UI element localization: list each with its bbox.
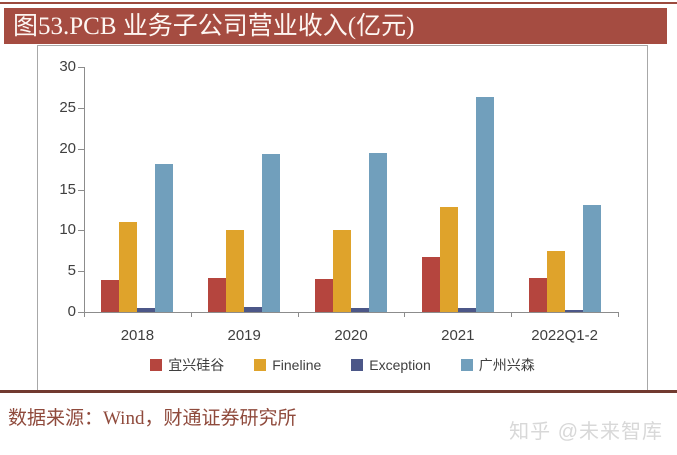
x-axis-label: 2022Q1-2 — [531, 327, 598, 344]
x-axis-tick — [404, 312, 405, 317]
bar-宜兴硅谷-2018 — [101, 280, 119, 312]
legend-swatch-icon — [254, 359, 267, 371]
bar-Exception-2019 — [244, 307, 262, 312]
y-axis-tick-label: 5 — [67, 262, 76, 280]
y-axis-tick-label: 0 — [67, 303, 76, 320]
bar-Exception-2021 — [458, 308, 476, 312]
x-axis-tick — [191, 312, 192, 317]
legend-item-Exception: Exception — [351, 357, 431, 373]
legend-label: Fineline — [272, 357, 322, 373]
bar-广州兴森-2021 — [476, 97, 494, 312]
bar-Fineline-2021 — [440, 207, 458, 312]
y-axis-tick — [78, 148, 84, 150]
legend-item-Fineline: Fineline — [254, 357, 321, 373]
bar-Fineline-2020 — [333, 230, 351, 312]
x-axis-tick — [618, 312, 619, 317]
y-axis-tick-label: 20 — [59, 139, 76, 157]
legend-swatch-icon — [460, 359, 473, 371]
y-axis-tick — [78, 67, 84, 68]
bar-宜兴硅谷-2020 — [315, 279, 333, 312]
x-axis-tick — [298, 312, 299, 317]
chart-area: 宜兴硅谷 Fineline Exception 广州兴森 0 5 10 15 20 25 30 20… — [37, 45, 648, 391]
figure-title-bar: 图53.PCB 业务子公司营业收入(亿元) — [4, 8, 667, 44]
x-axis-tick — [511, 312, 512, 317]
bar-广州兴森-2019 — [262, 154, 280, 312]
legend-swatch-icon — [351, 359, 364, 371]
y-axis-tick — [78, 271, 84, 273]
x-axis-line — [84, 312, 618, 313]
legend-swatch-icon — [150, 359, 163, 371]
legend-item-宜兴硅谷: 宜兴硅谷 — [150, 355, 224, 375]
bar-广州兴森-2018 — [155, 164, 173, 312]
x-axis-label: 2019 — [227, 327, 261, 344]
y-axis-tick-label: 25 — [59, 98, 76, 116]
y-axis-tick-label: 30 — [59, 58, 76, 75]
bar-宜兴硅谷-2021 — [422, 257, 440, 312]
bar-Exception-2018 — [137, 308, 155, 312]
bottom-divider — [0, 390, 677, 393]
y-axis-tick-label: 15 — [59, 180, 76, 198]
data-source-note: 数据来源：Wind，财通证券研究所 — [8, 408, 297, 429]
bar-Fineline-2022Q1-2 — [547, 251, 565, 312]
y-axis-tick — [78, 107, 84, 109]
bar-Exception-2022Q1-2 — [565, 310, 583, 312]
bar-Fineline-2019 — [226, 230, 244, 312]
bar-广州兴森-2022Q1-2 — [583, 205, 601, 312]
bar-广州兴森-2020 — [369, 153, 387, 312]
x-axis-label: 2021 — [441, 327, 475, 344]
x-axis-label: 2020 — [334, 327, 368, 344]
top-divider — [0, 2, 677, 4]
bar-宜兴硅谷-2019 — [208, 278, 226, 312]
legend-label: Exception — [369, 357, 431, 373]
watermark-text: 知乎 @未来智库 — [509, 421, 663, 443]
bar-宜兴硅谷-2022Q1-2 — [529, 278, 547, 312]
y-axis-tick — [78, 312, 84, 313]
x-axis-tick — [84, 312, 85, 317]
y-axis-tick-label: 10 — [59, 221, 76, 239]
figure-title: 图53.PCB 业务子公司营业收入(亿元) — [13, 13, 415, 40]
legend-label: 宜兴硅谷 — [168, 357, 225, 373]
bar-Exception-2020 — [351, 308, 369, 312]
x-axis-label: 2018 — [120, 327, 155, 344]
y-axis-line — [84, 67, 85, 312]
y-axis-tick — [78, 189, 84, 191]
y-axis-tick — [78, 230, 84, 232]
bar-Fineline-2018 — [119, 222, 137, 312]
chart-legend: 宜兴硅谷 Fineline Exception 广州兴森 — [38, 355, 647, 375]
legend-label: 广州兴森 — [478, 357, 535, 373]
legend-item-广州兴森: 广州兴森 — [460, 355, 535, 375]
